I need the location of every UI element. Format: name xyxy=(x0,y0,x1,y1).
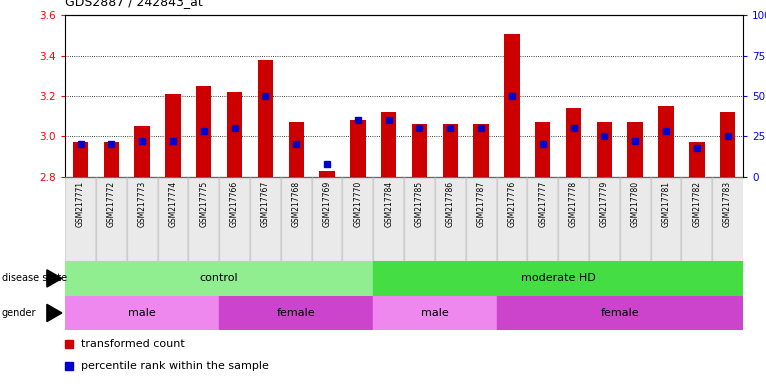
Bar xyxy=(373,261,743,296)
Bar xyxy=(381,112,396,177)
Text: GSM217780: GSM217780 xyxy=(630,181,640,227)
Text: female: female xyxy=(277,308,316,318)
Text: GSM217771: GSM217771 xyxy=(76,181,85,227)
Text: moderate HD: moderate HD xyxy=(521,273,595,283)
Text: GSM217767: GSM217767 xyxy=(261,181,270,227)
Text: GSM217773: GSM217773 xyxy=(138,181,146,227)
Text: GSM217784: GSM217784 xyxy=(385,181,393,227)
Bar xyxy=(227,92,242,177)
Bar xyxy=(620,177,650,261)
Text: gender: gender xyxy=(2,308,36,318)
Bar xyxy=(65,177,96,261)
Text: GSM217785: GSM217785 xyxy=(415,181,424,227)
Text: GSM217787: GSM217787 xyxy=(476,181,486,227)
Text: GSM217776: GSM217776 xyxy=(507,181,516,227)
Bar xyxy=(535,122,551,177)
Text: GSM217779: GSM217779 xyxy=(600,181,609,227)
Text: GSM217775: GSM217775 xyxy=(199,181,208,227)
Bar xyxy=(589,177,620,261)
Bar xyxy=(504,33,519,177)
Text: male: male xyxy=(421,308,449,318)
Bar xyxy=(496,296,743,330)
Text: male: male xyxy=(128,308,156,318)
Text: control: control xyxy=(200,273,238,283)
Bar xyxy=(473,124,489,177)
Bar xyxy=(73,142,88,177)
Bar xyxy=(435,177,466,261)
Bar xyxy=(443,124,458,177)
Bar xyxy=(682,177,712,261)
Bar xyxy=(350,120,365,177)
Bar xyxy=(650,177,682,261)
Bar xyxy=(689,142,705,177)
Text: disease state: disease state xyxy=(2,273,67,283)
Bar xyxy=(720,112,735,177)
Text: transformed count: transformed count xyxy=(81,339,185,349)
Bar xyxy=(496,177,527,261)
Bar xyxy=(165,94,181,177)
Bar xyxy=(103,142,119,177)
Bar xyxy=(96,177,126,261)
Bar xyxy=(712,177,743,261)
Bar xyxy=(188,177,219,261)
Text: GSM217782: GSM217782 xyxy=(692,181,702,227)
Text: GSM217772: GSM217772 xyxy=(106,181,116,227)
Bar xyxy=(627,122,643,177)
Text: GSM217770: GSM217770 xyxy=(353,181,362,227)
Bar xyxy=(250,177,281,261)
Text: percentile rank within the sample: percentile rank within the sample xyxy=(81,361,270,371)
Bar xyxy=(597,122,612,177)
Bar xyxy=(658,106,673,177)
Text: GSM217766: GSM217766 xyxy=(230,181,239,227)
Bar xyxy=(219,296,373,330)
Bar xyxy=(312,177,342,261)
Text: GSM217774: GSM217774 xyxy=(169,181,178,227)
Text: GSM217781: GSM217781 xyxy=(662,181,670,227)
Bar xyxy=(219,177,250,261)
Text: GSM217769: GSM217769 xyxy=(322,181,332,227)
Bar xyxy=(566,108,581,177)
Bar xyxy=(158,177,188,261)
Bar xyxy=(373,296,496,330)
Text: GSM217768: GSM217768 xyxy=(292,181,301,227)
Text: GSM217786: GSM217786 xyxy=(446,181,455,227)
Bar xyxy=(558,177,589,261)
Text: GSM217783: GSM217783 xyxy=(723,181,732,227)
Bar xyxy=(412,124,427,177)
Bar xyxy=(373,177,404,261)
Bar xyxy=(342,177,373,261)
Bar xyxy=(319,170,335,177)
Bar xyxy=(135,126,150,177)
Bar xyxy=(126,177,158,261)
Bar xyxy=(466,177,496,261)
Text: GDS2887 / 242843_at: GDS2887 / 242843_at xyxy=(65,0,203,8)
Polygon shape xyxy=(47,270,62,287)
Bar xyxy=(65,261,373,296)
Bar xyxy=(281,177,312,261)
Bar xyxy=(289,122,304,177)
Bar xyxy=(527,177,558,261)
Bar xyxy=(65,296,219,330)
Text: GSM217778: GSM217778 xyxy=(569,181,578,227)
Bar xyxy=(404,177,435,261)
Text: female: female xyxy=(601,308,639,318)
Bar xyxy=(257,60,273,177)
Bar xyxy=(196,86,211,177)
Text: GSM217777: GSM217777 xyxy=(538,181,547,227)
Polygon shape xyxy=(47,304,62,322)
